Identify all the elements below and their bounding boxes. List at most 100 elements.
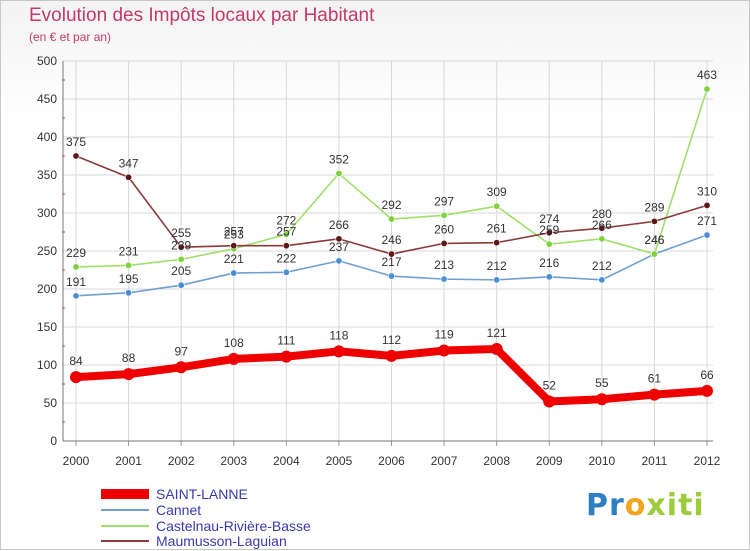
data-point-3 (650, 217, 658, 225)
data-label-0: 97 (174, 344, 188, 358)
legend-label-maumusson: Maumusson-Laguian (156, 533, 287, 549)
data-label-0: 88 (122, 351, 136, 365)
proxiti-logo: Proxiti (586, 488, 705, 523)
data-point-2 (598, 235, 606, 243)
data-label-0: 112 (382, 333, 401, 347)
data-point-0 (175, 361, 188, 374)
data-label-0: 111 (277, 334, 296, 348)
data-label-2: 266 (592, 218, 612, 232)
data-label-3: 310 (697, 184, 717, 198)
data-point-2 (282, 230, 290, 238)
data-point-2 (703, 85, 711, 93)
data-label-1: 213 (434, 258, 454, 272)
data-label-2: 246 (644, 233, 664, 247)
logo-letter: i (666, 488, 679, 523)
data-point-0 (543, 395, 556, 408)
x-tick-label: 2007 (431, 454, 458, 468)
data-label-0: 61 (648, 372, 662, 386)
chart-title: Evolution des Impôts locaux par Habitant (29, 5, 375, 26)
data-point-3 (72, 152, 80, 160)
legend-label-saint-lanne: SAINT-LANNE (156, 486, 248, 502)
data-point-1 (493, 276, 501, 284)
data-point-2 (177, 255, 185, 263)
data-label-2: 292 (381, 198, 401, 212)
data-label-1: 237 (329, 240, 349, 254)
x-tick-label: 2005 (326, 454, 353, 468)
logo-letter: x (646, 488, 667, 523)
data-label-3: 375 (66, 135, 86, 149)
data-label-0: 55 (595, 376, 609, 390)
data-point-0 (701, 384, 713, 397)
data-label-2: 463 (697, 68, 717, 82)
y-tick-label: 150 (37, 320, 57, 334)
y-tick-label: 0 (50, 434, 57, 448)
data-point-2 (335, 169, 343, 177)
data-label-2: 309 (487, 185, 507, 199)
data-label-1: 191 (66, 275, 86, 289)
data-point-3 (598, 224, 606, 232)
data-point-2 (387, 215, 395, 223)
data-label-3: 261 (487, 222, 507, 236)
data-labels: 191 195 205 221 222 237 217 213 212 216 212 246 271 2… (66, 68, 717, 392)
data-point-3 (387, 250, 395, 258)
data-label-1: 212 (592, 259, 612, 273)
data-point-0 (648, 388, 661, 401)
data-point-0 (70, 371, 82, 384)
x-tick-label: 2009 (536, 454, 563, 468)
data-point-2 (72, 263, 80, 271)
data-label-3: 280 (592, 207, 612, 221)
data-point-1 (598, 276, 606, 284)
data-label-2: 239 (171, 238, 191, 252)
data-point-3 (440, 239, 448, 247)
y-tick-label: 100 (37, 358, 57, 372)
logo-letter: P (586, 488, 609, 523)
data-point-2 (493, 202, 501, 210)
data-label-1: 221 (224, 252, 244, 266)
data-point-2 (650, 250, 658, 258)
x-tick-label: 2008 (483, 454, 510, 468)
y-tick-label: 350 (37, 168, 57, 182)
data-label-3: 246 (381, 233, 401, 247)
data-label-3: 255 (171, 226, 191, 240)
y-tick-label: 250 (37, 244, 57, 258)
data-point-1 (335, 257, 343, 265)
legend-swatch-maumusson (101, 540, 149, 542)
data-point-2 (125, 261, 133, 269)
data-point-2 (545, 240, 553, 248)
data-point-3 (177, 243, 185, 251)
data-point-0 (438, 344, 451, 357)
data-point-3 (335, 235, 343, 243)
data-label-0: 84 (69, 354, 83, 368)
data-label-1: 205 (171, 264, 191, 278)
data-point-3 (703, 201, 711, 209)
y-tick-label: 200 (37, 282, 57, 296)
data-label-3: 260 (434, 222, 454, 236)
x-tick-label: 2000 (63, 454, 90, 468)
data-point-0 (595, 393, 608, 406)
data-label-1: 271 (697, 214, 717, 228)
data-point-1 (72, 292, 80, 300)
data-label-1: 246 (644, 233, 664, 247)
data-label-1: 195 (119, 272, 139, 286)
logo-letter: o (624, 488, 647, 523)
data-point-1 (387, 272, 395, 280)
legend-label-castelnau: Castelnau-Rivière-Basse (156, 518, 311, 534)
data-label-1: 222 (276, 251, 296, 265)
legend-swatch-cannet (101, 509, 149, 511)
data-label-3: 289 (644, 200, 664, 214)
legend-label-cannet: Cannet (156, 502, 202, 518)
data-label-3: 266 (329, 218, 349, 232)
data-label-0: 121 (487, 326, 507, 340)
legend-swatch-castelnau (101, 525, 149, 527)
data-label-3: 257 (224, 225, 244, 239)
data-point-0 (332, 345, 345, 358)
logo-letter: r (609, 488, 625, 523)
data-label-2: 272 (276, 213, 296, 227)
data-point-0 (227, 352, 240, 365)
x-tick-label: 2003 (220, 454, 247, 468)
x-tick-label: 2011 (642, 454, 668, 468)
data-point-3 (230, 242, 238, 250)
data-point-1 (545, 273, 553, 281)
data-point-1 (125, 289, 133, 297)
